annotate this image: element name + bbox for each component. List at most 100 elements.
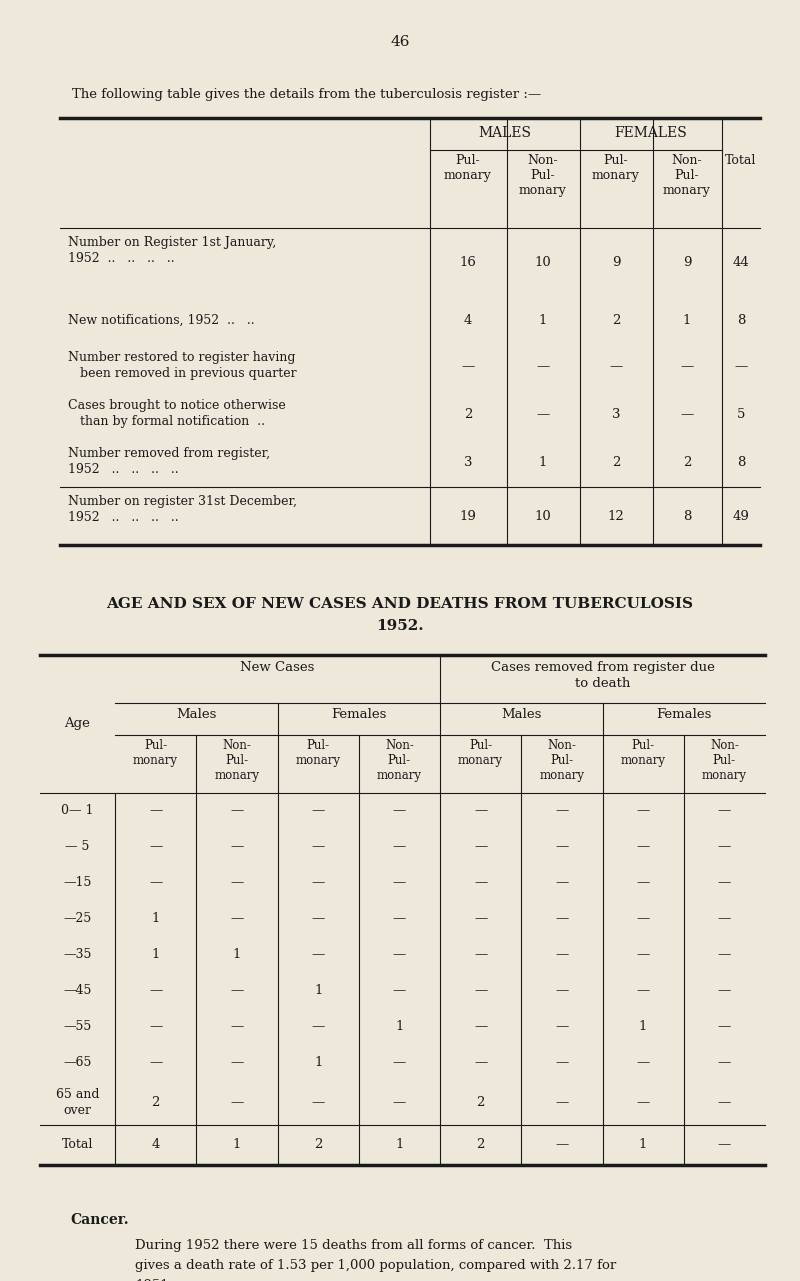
Text: —: — <box>555 1097 569 1109</box>
Text: —: — <box>637 804 650 817</box>
Text: —: — <box>536 360 550 374</box>
Text: 1: 1 <box>233 1139 241 1152</box>
Text: —: — <box>637 876 650 889</box>
Text: 2: 2 <box>151 1097 160 1109</box>
Text: —: — <box>555 948 569 962</box>
Text: MALES: MALES <box>478 126 531 140</box>
Text: Pul-
monary: Pul- monary <box>458 739 503 767</box>
Text: Non-
Pul-
monary: Non- Pul- monary <box>377 739 422 781</box>
Text: —: — <box>230 912 243 925</box>
Text: 9: 9 <box>682 256 691 269</box>
Text: 1: 1 <box>151 948 160 962</box>
Text: gives a death rate of 1.53 per 1,000 population, compared with 2.17 for: gives a death rate of 1.53 per 1,000 pop… <box>135 1259 616 1272</box>
Text: —: — <box>311 840 325 853</box>
Text: —: — <box>555 876 569 889</box>
Text: —: — <box>230 804 243 817</box>
Text: —: — <box>474 1057 487 1070</box>
Text: Age: Age <box>65 717 90 730</box>
Text: —: — <box>230 1097 243 1109</box>
Text: —: — <box>718 804 731 817</box>
Text: —: — <box>474 804 487 817</box>
Text: Pul-
monary: Pul- monary <box>621 739 666 767</box>
Text: —: — <box>474 985 487 998</box>
Text: 4: 4 <box>151 1139 160 1152</box>
Text: —: — <box>637 985 650 998</box>
Text: 8: 8 <box>683 510 691 523</box>
Text: Non-
Pul-
monary: Non- Pul- monary <box>702 739 747 781</box>
Text: 44: 44 <box>733 256 750 269</box>
Text: —: — <box>536 409 550 421</box>
Text: AGE AND SEX OF NEW CASES AND DEATHS FROM TUBERCULOSIS: AGE AND SEX OF NEW CASES AND DEATHS FROM… <box>106 597 694 611</box>
Text: 2: 2 <box>477 1139 485 1152</box>
Text: —: — <box>149 1021 162 1034</box>
Text: Cancer.: Cancer. <box>70 1213 129 1227</box>
Text: —: — <box>555 1057 569 1070</box>
Text: 1952   ..   ..   ..   ..: 1952 .. .. .. .. <box>68 462 178 477</box>
Text: —: — <box>474 948 487 962</box>
Text: —: — <box>393 948 406 962</box>
Text: Pul-
monary: Pul- monary <box>133 739 178 767</box>
Text: —: — <box>555 912 569 925</box>
Text: Non-
Pul-
monary: Non- Pul- monary <box>214 739 259 781</box>
Text: Males: Males <box>501 708 542 721</box>
Text: —: — <box>718 840 731 853</box>
Text: 3: 3 <box>464 456 472 470</box>
Text: The following table gives the details from the tuberculosis register :—: The following table gives the details fr… <box>72 88 541 101</box>
Text: Females: Females <box>656 708 711 721</box>
Text: Total: Total <box>62 1139 93 1152</box>
Text: 2: 2 <box>612 314 620 327</box>
Text: — 5: — 5 <box>66 840 90 853</box>
Text: 1: 1 <box>639 1021 647 1034</box>
Text: —45: —45 <box>63 985 92 998</box>
Text: —: — <box>718 985 731 998</box>
Text: —: — <box>230 1021 243 1034</box>
Text: —: — <box>637 1057 650 1070</box>
Text: —: — <box>311 876 325 889</box>
Text: Cases removed from register due: Cases removed from register due <box>490 661 714 674</box>
Text: —: — <box>393 985 406 998</box>
Text: Number restored to register having: Number restored to register having <box>68 351 295 364</box>
Text: —: — <box>149 804 162 817</box>
Text: —: — <box>393 912 406 925</box>
Text: —: — <box>393 840 406 853</box>
Text: —: — <box>610 360 622 374</box>
Text: —: — <box>637 912 650 925</box>
Text: —: — <box>311 1021 325 1034</box>
Text: Number on Register 1st January,: Number on Register 1st January, <box>68 236 276 249</box>
Text: —: — <box>393 1097 406 1109</box>
Text: 46: 46 <box>390 35 410 49</box>
Text: Cases brought to notice otherwise: Cases brought to notice otherwise <box>68 398 286 412</box>
Text: 49: 49 <box>733 510 750 523</box>
Text: —: — <box>149 1057 162 1070</box>
Text: 1: 1 <box>639 1139 647 1152</box>
Text: —: — <box>149 876 162 889</box>
Text: 8: 8 <box>737 314 745 327</box>
Text: —: — <box>230 985 243 998</box>
Text: 2: 2 <box>612 456 620 470</box>
Text: —55: —55 <box>63 1021 92 1034</box>
Text: —: — <box>718 1021 731 1034</box>
Text: Males: Males <box>176 708 217 721</box>
Text: —: — <box>311 948 325 962</box>
Text: 16: 16 <box>459 256 477 269</box>
Text: —: — <box>718 948 731 962</box>
Text: —: — <box>680 360 694 374</box>
Text: —: — <box>555 804 569 817</box>
Text: —: — <box>230 840 243 853</box>
Text: Number removed from register,: Number removed from register, <box>68 447 270 460</box>
Text: FEMALES: FEMALES <box>614 126 687 140</box>
Text: —: — <box>230 1057 243 1070</box>
Text: —: — <box>474 876 487 889</box>
Text: 1952   ..   ..   ..   ..: 1952 .. .. .. .. <box>68 511 178 524</box>
Text: 8: 8 <box>737 456 745 470</box>
Text: —: — <box>555 985 569 998</box>
Text: 1: 1 <box>314 1057 322 1070</box>
Text: —: — <box>555 1139 569 1152</box>
Text: —15: —15 <box>63 876 92 889</box>
Text: 0— 1: 0— 1 <box>62 804 94 817</box>
Text: 1952.: 1952. <box>376 619 424 633</box>
Text: 1: 1 <box>683 314 691 327</box>
Text: —: — <box>718 876 731 889</box>
Text: Pul-
monary: Pul- monary <box>296 739 341 767</box>
Text: 2: 2 <box>683 456 691 470</box>
